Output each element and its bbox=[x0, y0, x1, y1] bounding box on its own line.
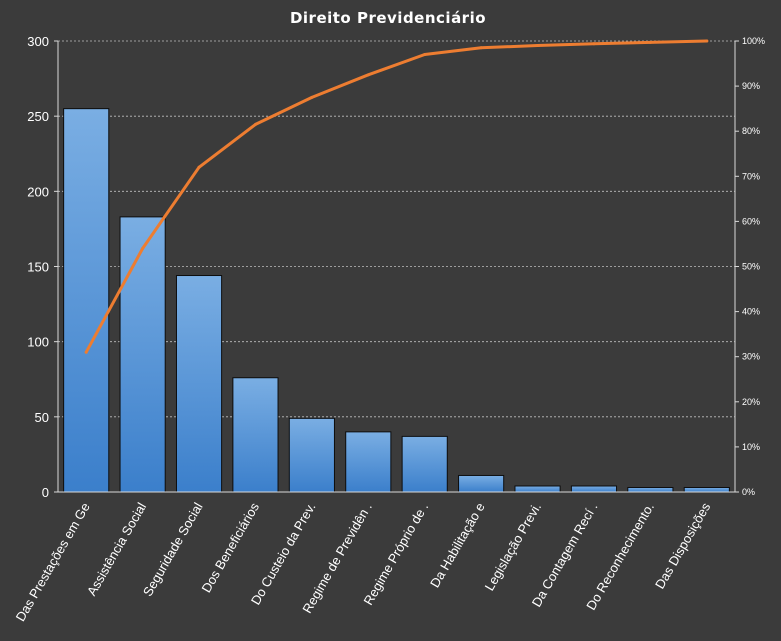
bar bbox=[514, 485, 561, 493]
bar bbox=[458, 474, 505, 493]
cumulative-line bbox=[84, 39, 709, 354]
bar bbox=[570, 485, 618, 493]
line-point bbox=[423, 53, 427, 57]
cumulative-line-series bbox=[84, 39, 709, 354]
bar bbox=[627, 486, 674, 493]
left-tick-label: 100 bbox=[27, 335, 49, 350]
line-point bbox=[536, 44, 540, 48]
right-tick-label: 10% bbox=[742, 442, 760, 452]
category-label: Das Prestações em Ge bbox=[13, 500, 93, 624]
category-label: Regime Próprio de . bbox=[361, 500, 432, 608]
right-tick-label: 50% bbox=[742, 262, 760, 272]
category-label: Da Habilitação e bbox=[427, 500, 488, 590]
bar bbox=[63, 108, 110, 493]
left-tick-label: 250 bbox=[27, 109, 49, 124]
left-axis: 0 50 100 150 200 250 300 bbox=[27, 34, 59, 500]
bar bbox=[175, 275, 223, 493]
category-label: Das Disposições bbox=[652, 500, 714, 592]
bar bbox=[345, 431, 392, 493]
left-tick-label: 0 bbox=[42, 485, 49, 500]
bar-series bbox=[63, 108, 730, 493]
right-tick-label: 30% bbox=[742, 352, 760, 362]
category-label: Legislação Previ. bbox=[482, 500, 544, 593]
line-point bbox=[197, 165, 201, 169]
line-point bbox=[705, 39, 709, 43]
bar bbox=[119, 216, 166, 493]
line-point bbox=[479, 46, 483, 50]
right-tick-label: 60% bbox=[742, 216, 760, 226]
bar bbox=[683, 486, 730, 493]
right-tick-label: 90% bbox=[742, 81, 760, 91]
right-tick-label: 70% bbox=[742, 171, 760, 181]
right-tick-label: 100% bbox=[742, 36, 765, 46]
left-tick-label: 300 bbox=[27, 34, 49, 49]
bar bbox=[288, 417, 335, 493]
right-tick-label: 80% bbox=[742, 126, 760, 136]
category-label: Assistência Social bbox=[84, 500, 149, 598]
bar bbox=[401, 435, 448, 493]
line-point bbox=[648, 40, 652, 44]
line-point bbox=[84, 350, 88, 354]
right-tick-label: 20% bbox=[742, 397, 760, 407]
bar bbox=[232, 377, 279, 493]
line-point bbox=[592, 42, 596, 46]
line-point bbox=[141, 246, 145, 250]
gridlines bbox=[58, 40, 735, 418]
right-tick-label: 40% bbox=[742, 307, 760, 317]
left-tick-label: 200 bbox=[27, 184, 49, 199]
line-point bbox=[253, 122, 257, 126]
line-point bbox=[310, 95, 314, 99]
category-label: Dos Beneficiários bbox=[198, 500, 262, 596]
line-point bbox=[366, 73, 370, 77]
category-label: Seguridade Social bbox=[140, 500, 206, 599]
right-axis: 0% 10% 20% 30% 40% 50% 60% 70% 80% 90% 100% bbox=[734, 36, 765, 497]
left-tick-label: 150 bbox=[27, 260, 49, 275]
chart-title: Direito Previdenciário bbox=[290, 9, 486, 27]
left-tick-label: 50 bbox=[35, 410, 49, 425]
category-label: Do Custeio da Prev. bbox=[248, 500, 319, 607]
right-tick-label: 0% bbox=[742, 487, 755, 497]
